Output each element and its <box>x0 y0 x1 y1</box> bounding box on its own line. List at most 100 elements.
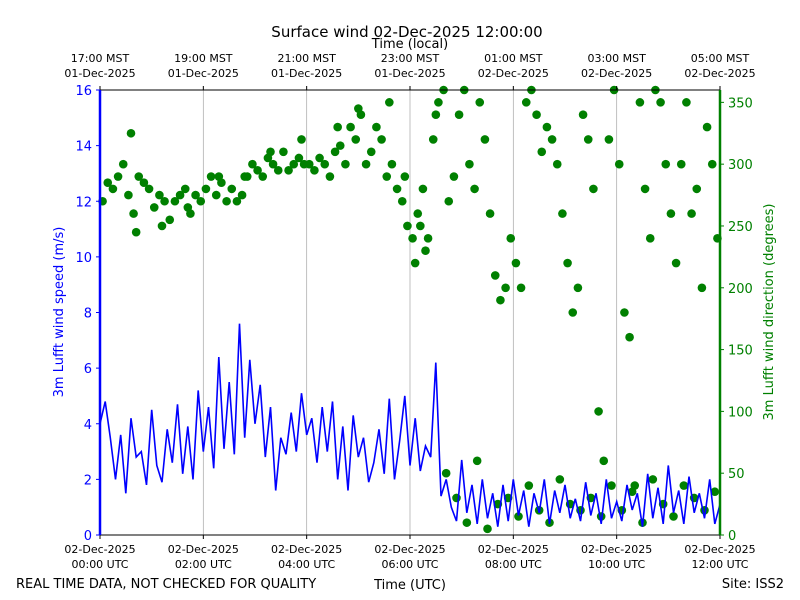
wind-direction-point <box>625 332 634 342</box>
wind-direction-point <box>444 196 454 206</box>
wind-direction-point <box>214 172 224 181</box>
wind-direction-point <box>506 234 516 243</box>
x-tick-time: 00:00 UTC <box>71 558 128 571</box>
wind-direction-point <box>201 184 211 194</box>
wind-direction-point <box>273 166 283 175</box>
y-tick-label: 2 <box>84 473 92 488</box>
wind-direction-point <box>563 258 572 268</box>
wind-direction-point <box>144 184 154 194</box>
wind-direction-point <box>134 172 144 181</box>
wind-direction-point <box>392 184 402 194</box>
x-tick-time: 10:00 UTC <box>588 558 645 571</box>
wind-direction-point <box>599 456 609 466</box>
wind-direction-point <box>661 159 671 169</box>
wind-direction-point <box>155 190 164 200</box>
y-tick-label: 8 <box>84 307 92 322</box>
wind-direction-point <box>211 190 221 200</box>
x2-tick-date: 01-Dec-2025 <box>64 67 135 80</box>
wind-direction-point <box>196 196 206 206</box>
y2-axis-ticks: 0 50 100 150 200 250 300 350 <box>720 96 753 544</box>
wind-direction-point <box>165 215 175 225</box>
wind-direction-point <box>416 221 425 231</box>
wind-direction-point <box>330 147 340 157</box>
wind-direction-point <box>496 295 505 305</box>
wind-direction-point <box>408 234 417 243</box>
wind-direction-point <box>149 203 159 212</box>
wind-direction-point <box>485 209 495 218</box>
y-tick-label: 14 <box>75 140 92 155</box>
wind-direction-point <box>648 475 658 484</box>
x2-tick-time: 01:00 MST <box>484 52 543 65</box>
wind-direction-point <box>578 110 588 120</box>
wind-direction-point <box>421 246 430 255</box>
wind-direction-point <box>410 258 420 268</box>
wind-direction-point <box>441 468 451 478</box>
wind-direction-point <box>537 147 547 157</box>
wind-direction-point <box>139 178 149 188</box>
y-tick-label: 16 <box>75 84 92 99</box>
wind-direction-point <box>483 524 492 534</box>
x-tick-date: 02-Dec-2025 <box>581 543 652 556</box>
wind-direction-point <box>191 190 200 200</box>
x2-tick-time: 21:00 MST <box>277 52 336 65</box>
wind-direction-point <box>573 283 583 293</box>
wind-direction-point <box>568 308 578 317</box>
wind-direction-point <box>697 283 707 293</box>
wind-direction-point <box>472 456 482 466</box>
wind-direction-point <box>266 147 275 157</box>
wind-direction-point <box>222 196 231 206</box>
wind-direction-point <box>126 128 136 138</box>
wind-direction-point <box>676 159 686 169</box>
wind-direction-point <box>516 283 526 293</box>
wind-direction-point <box>521 98 531 107</box>
y-tick-label: 0 <box>84 529 92 544</box>
x-tick-time: 04:00 UTC <box>278 558 335 571</box>
x2-tick-time: 17:00 MST <box>71 52 130 65</box>
wind-direction-point <box>490 271 500 280</box>
wind-speed-series <box>99 323 721 527</box>
y2-tick-label: 250 <box>728 220 753 235</box>
wind-direction-point <box>294 153 304 163</box>
wind-direction-point <box>361 159 371 169</box>
wind-direction-point <box>635 98 645 107</box>
x2-tick-time: 19:00 MST <box>174 52 233 65</box>
wind-direction-point <box>423 234 433 243</box>
y2-tick-label: 100 <box>728 405 753 420</box>
wind-direction-point <box>268 159 278 169</box>
wind-direction-point <box>240 172 249 181</box>
wind-direction-point <box>514 512 523 521</box>
wind-direction-point <box>620 308 629 317</box>
wind-direction-point <box>403 221 412 231</box>
wind-direction-point <box>366 147 376 157</box>
wind-direction-point <box>157 221 167 231</box>
wind-direction-point <box>666 209 676 218</box>
x-tick-date: 02-Dec-2025 <box>684 543 755 556</box>
wind-direction-point <box>227 184 237 194</box>
wind-direction-point <box>532 110 541 120</box>
chart-title: Surface wind 02-Dec-2025 12:00:00 <box>271 23 542 41</box>
wind-direction-point <box>232 196 242 206</box>
wind-direction-point <box>428 135 438 144</box>
x-tick-time: 08:00 UTC <box>485 558 542 571</box>
wind-direction-point <box>454 110 464 120</box>
y-axis-label: 3m Lufft wind speed (m/s) <box>52 227 67 398</box>
x2-axis-label: Time (local) <box>371 37 448 52</box>
y2-axis-label: 3m Lufft wind direction (degrees) <box>762 204 777 421</box>
x2-tick-date: 01-Dec-2025 <box>271 67 342 80</box>
wind-direction-point <box>341 159 350 169</box>
wind-direction-point <box>594 407 603 416</box>
wind-direction-point <box>511 258 521 268</box>
wind-direction-point <box>679 481 689 490</box>
wind-direction-point <box>131 227 141 237</box>
wind-direction-point <box>335 141 345 150</box>
wind-direction-point <box>284 166 293 175</box>
wind-direction-point <box>589 184 598 194</box>
wind-direction-point <box>315 153 324 163</box>
x-tick-date: 02-Dec-2025 <box>168 543 239 556</box>
y-tick-label: 10 <box>75 251 92 266</box>
wind-direction-point <box>325 172 335 181</box>
wind-direction-point <box>552 159 562 169</box>
wind-direction-point <box>470 184 479 194</box>
wind-direction-point <box>310 166 319 175</box>
wind-direction-series <box>98 85 722 534</box>
